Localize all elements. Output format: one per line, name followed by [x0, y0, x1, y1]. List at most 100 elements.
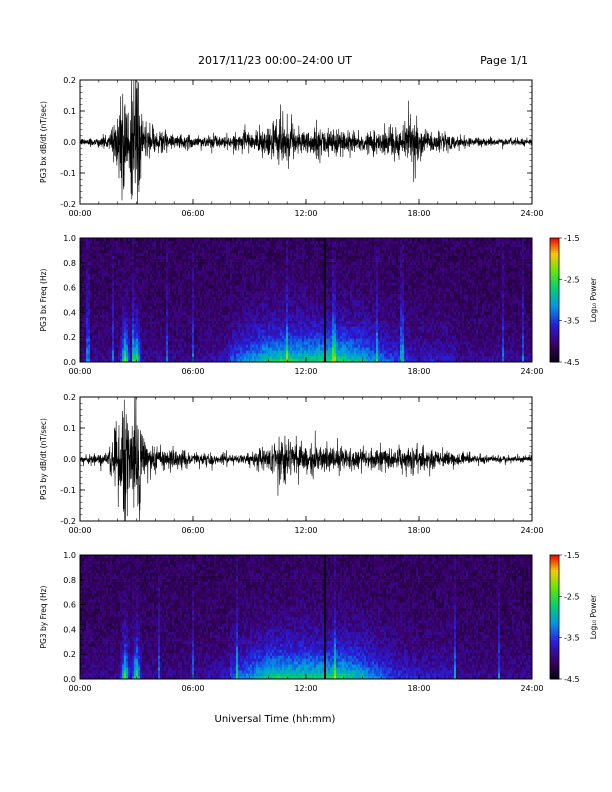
spectrogram-cell — [300, 291, 303, 295]
spectrogram-cell — [292, 249, 295, 254]
spectrogram-cell — [202, 238, 205, 242]
spectrogram-cell — [128, 320, 131, 324]
spectrogram-cell — [182, 311, 185, 316]
spectrogram-cell — [82, 332, 85, 336]
spectrogram-cell — [126, 285, 129, 289]
spectrogram-cell — [190, 297, 193, 301]
spectrogram-cell — [272, 267, 275, 271]
spectrogram-cell — [298, 294, 301, 298]
spectrogram-cell — [264, 302, 267, 307]
spectrogram-cell — [186, 347, 189, 351]
spectrogram-cell — [128, 273, 131, 277]
spectrogram-cell — [176, 347, 179, 351]
spectrogram-cell — [168, 329, 171, 333]
spectrogram-cell — [88, 320, 91, 324]
spectrogram-cell — [304, 353, 307, 357]
spectrogram-cell — [252, 335, 255, 339]
spectrogram-cell — [242, 326, 245, 330]
spectrogram-cell — [152, 341, 155, 345]
spectrogram-cell — [250, 308, 253, 313]
spectrogram-cell — [276, 243, 279, 248]
spectrogram-cell — [164, 267, 167, 271]
spectrogram-cell — [204, 320, 207, 324]
spectrogram-cell — [204, 314, 207, 319]
spectrogram-cell — [214, 264, 217, 268]
spectrogram-cell — [300, 294, 303, 298]
spectrogram-cell — [122, 238, 125, 242]
spectrogram-cell — [150, 240, 153, 245]
spectrogram-cell — [128, 341, 131, 345]
spectrogram-cell — [286, 314, 289, 319]
spectrogram-cell — [184, 243, 187, 248]
spectrogram-cell — [82, 240, 85, 245]
spectrogram-cell — [186, 291, 189, 295]
spectrogram-cell — [126, 350, 129, 354]
spectrogram-cell — [118, 285, 121, 289]
spectrogram-cell — [176, 332, 179, 336]
spectrogram-cell — [162, 350, 165, 354]
spectrogram-cell — [214, 273, 217, 277]
spectrogram-cell — [228, 353, 231, 357]
spectrogram-cell — [86, 300, 89, 304]
spectrogram-cell — [292, 323, 295, 327]
spectrogram-cell — [296, 305, 299, 310]
spectrogram-cell — [96, 335, 99, 339]
spectrogram-cell — [172, 323, 175, 327]
spectrogram-cell — [192, 276, 195, 280]
spectrogram-cell — [302, 267, 305, 271]
spectrogram-cell — [304, 297, 307, 301]
spectrogram-cell — [256, 240, 259, 245]
spectrogram-cell — [98, 335, 101, 339]
spectrogram-cell — [86, 238, 89, 242]
spectrogram-cell — [116, 353, 119, 357]
spectrogram-cell — [188, 323, 191, 327]
spectrogram-cell — [182, 329, 185, 333]
spectrogram-cell — [166, 288, 169, 292]
spectrogram-cell — [192, 294, 195, 298]
spectrogram-cell — [192, 329, 195, 333]
spectrogram-cell — [136, 238, 139, 242]
spectrogram-cell — [168, 267, 171, 271]
spectrogram-cell — [144, 320, 147, 324]
spectrogram-cell — [132, 252, 135, 257]
spectrogram-cell — [178, 276, 181, 280]
spectrogram-cell — [122, 305, 125, 310]
spectrogram-cell — [206, 356, 209, 360]
spectrogram-cell — [228, 300, 231, 304]
spectrogram-cell — [184, 297, 187, 301]
spectrogram-cell — [130, 261, 133, 265]
spectrogram-cell — [284, 279, 287, 283]
spectrogram-cell — [122, 273, 125, 277]
spectrogram-cell — [236, 264, 239, 268]
spectrogram-cell — [296, 329, 299, 333]
spectrogram-cell — [92, 347, 95, 351]
spectrogram-cell — [192, 270, 195, 274]
spectrogram-cell — [224, 238, 227, 242]
spectrogram-cell — [232, 294, 235, 298]
spectrogram-cell — [232, 302, 235, 307]
spectrogram-cell — [222, 332, 225, 336]
spectrogram-cell — [114, 311, 117, 316]
spectrogram-cell — [246, 326, 249, 330]
spectrogram-cell — [302, 291, 305, 295]
spectrogram-cell — [214, 285, 217, 289]
spectrogram-cell — [80, 282, 83, 286]
spectrogram-cell — [188, 335, 191, 339]
spectrogram-cell — [106, 291, 109, 295]
spectrogram-cell — [222, 285, 225, 289]
spectrogram-cell — [212, 350, 215, 354]
spectrogram-cell — [294, 249, 297, 254]
spectrogram-cell — [188, 264, 191, 268]
spectrogram-cell — [278, 311, 281, 316]
spectrogram-cell — [200, 359, 203, 363]
spectrogram-cell — [190, 359, 193, 363]
spectrogram-cell — [208, 246, 211, 251]
spectrogram-cell — [240, 282, 243, 286]
spectrogram-cell — [92, 258, 95, 262]
spectrogram-cell — [160, 240, 163, 245]
spectrogram-cell — [132, 338, 135, 342]
spectrogram-cell — [222, 238, 225, 242]
spectrogram-cell — [120, 291, 123, 295]
spectrogram-cell — [100, 249, 103, 254]
spectrogram-cell — [266, 326, 269, 330]
